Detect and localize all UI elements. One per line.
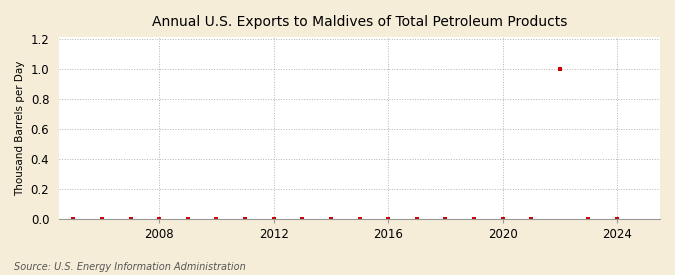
Title: Annual U.S. Exports to Maldives of Total Petroleum Products: Annual U.S. Exports to Maldives of Total… — [152, 15, 567, 29]
Y-axis label: Thousand Barrels per Day: Thousand Barrels per Day — [15, 60, 25, 196]
Text: Source: U.S. Energy Information Administration: Source: U.S. Energy Information Administ… — [14, 262, 245, 272]
